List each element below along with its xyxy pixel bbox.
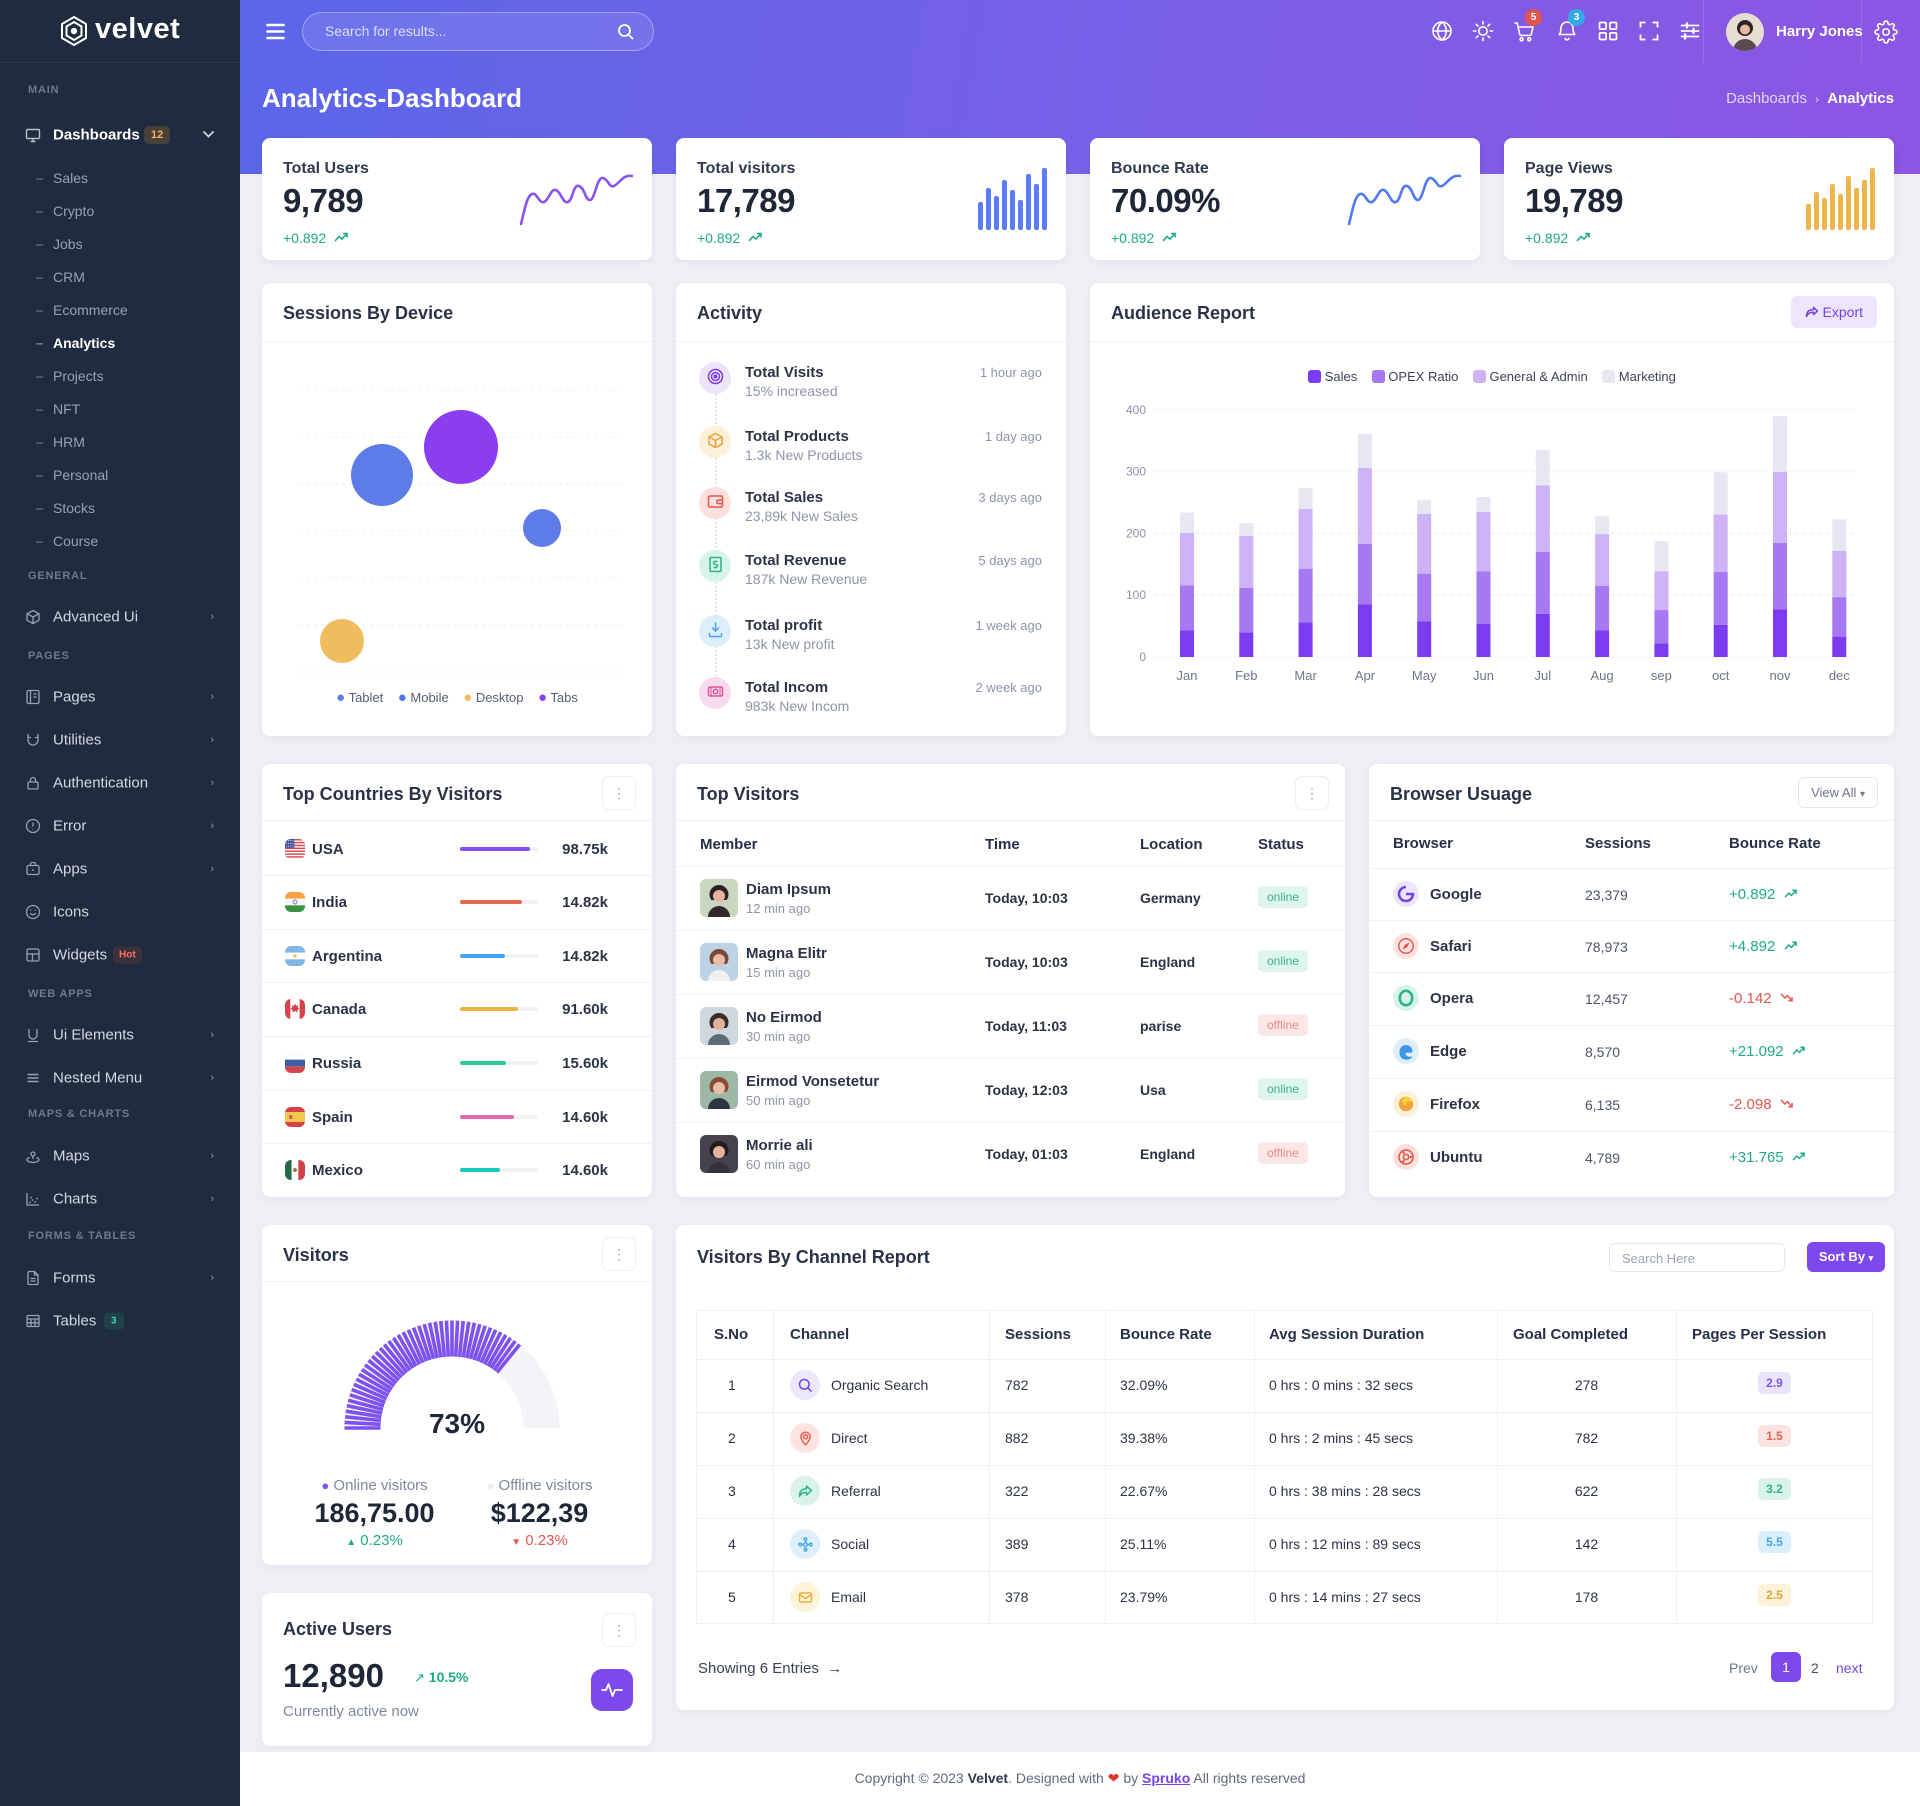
svg-text:Mar: Mar: [1294, 668, 1317, 683]
svg-text:Jan: Jan: [1177, 668, 1198, 683]
svg-text:400: 400: [1126, 403, 1146, 417]
svg-text:100: 100: [1126, 588, 1146, 602]
svg-text:sep: sep: [1651, 668, 1672, 683]
svg-text:oct: oct: [1712, 668, 1730, 683]
svg-text:Jul: Jul: [1534, 668, 1551, 683]
svg-text:dec: dec: [1829, 668, 1850, 683]
svg-text:0: 0: [1139, 650, 1146, 664]
svg-text:300: 300: [1126, 465, 1146, 479]
svg-text:May: May: [1412, 668, 1437, 683]
svg-text:Aug: Aug: [1591, 668, 1614, 683]
svg-text:nov: nov: [1770, 668, 1791, 683]
svg-text:Apr: Apr: [1355, 668, 1376, 683]
svg-text:200: 200: [1126, 527, 1146, 541]
svg-text:Feb: Feb: [1235, 668, 1257, 683]
svg-text:Jun: Jun: [1473, 668, 1494, 683]
